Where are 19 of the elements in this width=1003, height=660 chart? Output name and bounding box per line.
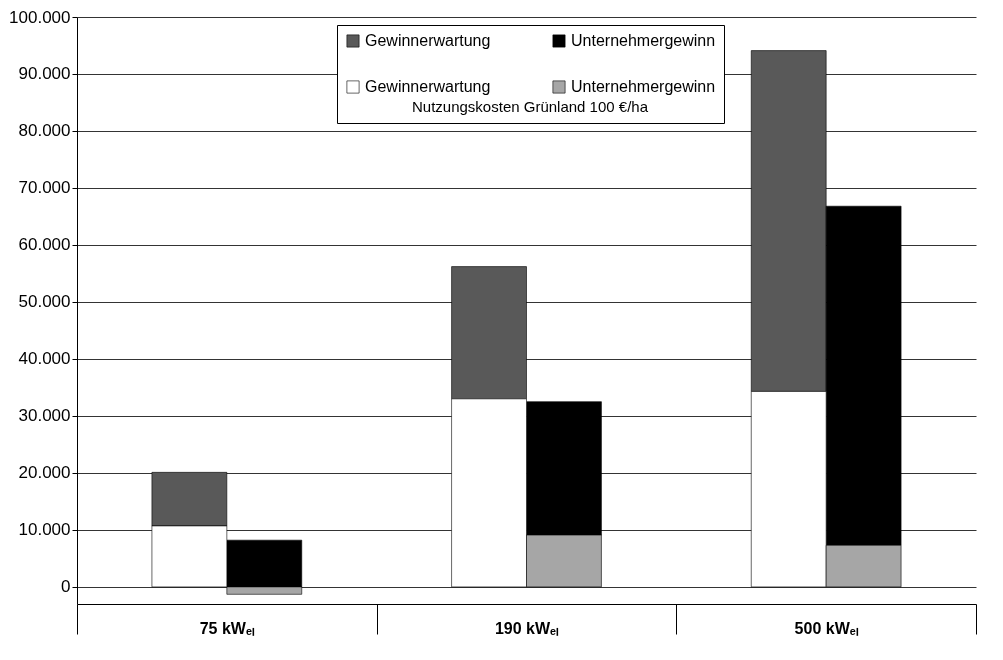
y-tick-label: 20.000 bbox=[18, 463, 71, 483]
y-tick-label: 0 bbox=[61, 577, 71, 597]
legend-label: Unternehmergewinn bbox=[571, 78, 716, 95]
y-tick-label: 30.000 bbox=[18, 406, 71, 426]
legend-label: Gewinnerwartung bbox=[365, 78, 491, 95]
x-tick-label: 75 kWₑₗ bbox=[199, 619, 255, 637]
y-tick-label: 80.000 bbox=[18, 121, 71, 141]
y-tick-label: 40.000 bbox=[18, 349, 71, 369]
y-tick-label: 50.000 bbox=[18, 292, 71, 312]
legend-label: Gewinnerwartung bbox=[365, 32, 491, 49]
legend-title: Nutzungskosten Grünland 100 €/ha bbox=[412, 98, 649, 115]
y-tick-label: 90.000 bbox=[18, 64, 71, 84]
legend-label: Unternehmergewinn bbox=[571, 32, 716, 49]
y-tick-label: 60.000 bbox=[18, 235, 71, 255]
x-tick-label: 500 kWₑₗ bbox=[794, 619, 859, 637]
y-tick-label: 100.000 bbox=[9, 7, 71, 27]
y-tick-label: 10.000 bbox=[18, 520, 71, 540]
x-tick-label: 190 kWₑₗ bbox=[494, 619, 560, 637]
y-tick-label: 70.000 bbox=[18, 178, 71, 198]
